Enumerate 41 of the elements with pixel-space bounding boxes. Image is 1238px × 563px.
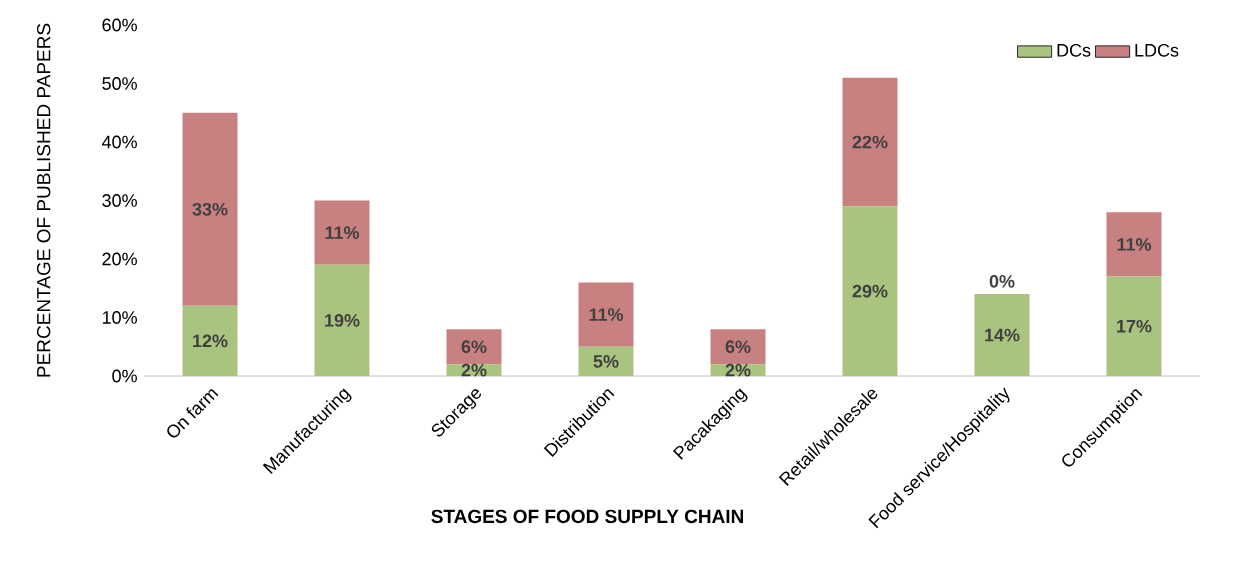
data-label: 11% — [589, 308, 624, 321]
bar — [842, 77, 898, 207]
bar — [1106, 212, 1162, 277]
data-label: 14% — [985, 328, 1020, 342]
data-label: 11% — [1117, 238, 1152, 251]
bar — [1106, 276, 1162, 376]
data-label: 2% — [461, 363, 487, 377]
y-tick-label: 10% — [102, 311, 137, 324]
bar — [314, 264, 370, 376]
bar — [182, 305, 238, 376]
data-label: 17% — [1117, 319, 1152, 333]
data-label: 22% — [852, 135, 888, 149]
legend-label: DCs — [1057, 43, 1091, 57]
y-tick-label: 0% — [112, 369, 137, 383]
y-tick-label: 60% — [102, 18, 137, 32]
bar — [182, 112, 238, 306]
y-tick-label: 40% — [101, 135, 137, 149]
bar — [578, 346, 634, 376]
data-label: 2% — [725, 363, 751, 377]
bar — [578, 282, 634, 347]
data-label: 12% — [193, 334, 228, 348]
y-tick-label: 50% — [102, 77, 137, 90]
y-tick-label: 20% — [102, 252, 137, 266]
data-label: 6% — [725, 340, 751, 354]
bar — [314, 200, 370, 265]
legend-label: LDCs — [1135, 43, 1179, 57]
bar — [842, 206, 898, 376]
x-tick-label: On farm — [167, 389, 219, 438]
bar — [446, 329, 502, 365]
data-label: 33% — [192, 202, 228, 216]
data-label: 11% — [325, 226, 360, 239]
bar — [974, 294, 1030, 376]
data-label: 0% — [989, 274, 1015, 288]
y-tick-label: 30% — [102, 194, 137, 207]
y-axis-title: PERCENTAGE OF PUBLISHED PAPERS — [36, 23, 51, 377]
data-label: 6% — [461, 340, 487, 354]
data-label: 5% — [593, 355, 619, 368]
data-label: 29% — [852, 284, 888, 298]
data-label: 19% — [325, 314, 360, 327]
bar — [710, 329, 766, 365]
x-axis-title: STAGES OF FOOD SUPPLY CHAIN — [431, 509, 744, 524]
